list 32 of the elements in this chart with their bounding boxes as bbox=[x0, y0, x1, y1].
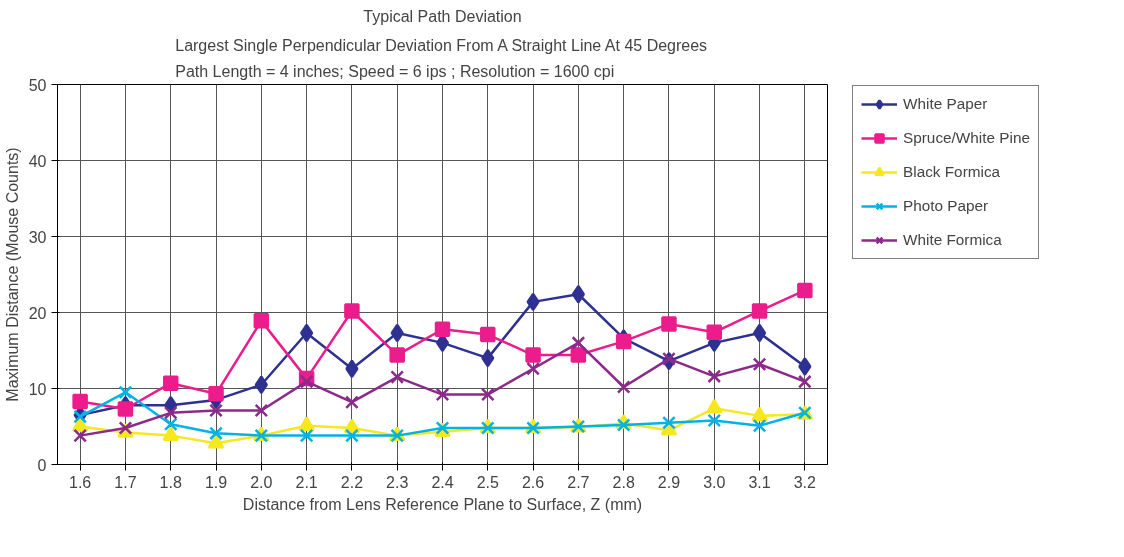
x-tick-label: 2.1 bbox=[295, 473, 318, 491]
x-tick-label: 2.9 bbox=[657, 473, 681, 491]
x-tick-label: 2.8 bbox=[612, 473, 635, 491]
x-tick-label: 3.2 bbox=[793, 473, 817, 491]
legend-label: Spruce/White Pine bbox=[903, 129, 1030, 147]
y-axis-title: Maximum Distance (Mouse Counts) bbox=[3, 147, 21, 402]
legend-label: Photo Paper bbox=[903, 197, 989, 215]
chart-subtitle: Largest Single Perpendicular Deviation From A Straight Line At 45 Degrees Path Length = 4 inches; Speed = 6 ips ; Resolution = 1600 cpi bbox=[175, 37, 708, 80]
y-tick-label: 20 bbox=[28, 304, 47, 322]
x-tick-label: 2.4 bbox=[431, 473, 454, 491]
y-tick-label: 10 bbox=[28, 380, 47, 398]
x-tick-label: 1.8 bbox=[159, 473, 182, 491]
y-tick-label: 0 bbox=[37, 456, 47, 474]
x-tick-label: 2.6 bbox=[521, 473, 545, 491]
x-tick-label: 1.9 bbox=[204, 473, 228, 491]
legend-label: White Paper bbox=[903, 95, 988, 113]
y-tick-label: 50 bbox=[28, 76, 47, 94]
x-tick-label: 2.0 bbox=[250, 473, 273, 491]
x-tick-label: 3.0 bbox=[703, 473, 726, 491]
x-tick-label: 2.5 bbox=[476, 473, 500, 491]
x-axis-title: Distance from Lens Reference Plane to Surface, Z (mm) bbox=[242, 495, 643, 513]
chart-title: Typical Path Deviation bbox=[363, 7, 522, 25]
legend-label: White Formica bbox=[903, 231, 1002, 249]
x-tick-label: 2.7 bbox=[567, 473, 590, 491]
y-tick-label: 30 bbox=[28, 228, 47, 246]
legend-label: Black Formica bbox=[903, 163, 1001, 181]
x-tick-label: 3.1 bbox=[748, 473, 771, 491]
x-tick-label: 1.7 bbox=[114, 473, 137, 491]
x-tick-label: 1.6 bbox=[69, 473, 92, 491]
x-tick-label: 2.3 bbox=[386, 473, 409, 491]
x-tick-label: 2.2 bbox=[340, 473, 364, 491]
y-tick-label: 40 bbox=[28, 152, 47, 170]
